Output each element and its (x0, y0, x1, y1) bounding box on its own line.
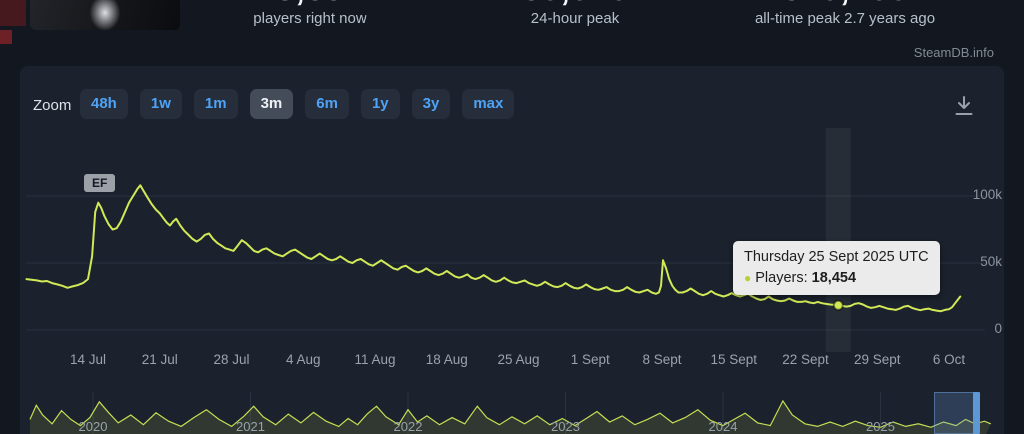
y-tick-0: 0 (994, 321, 1002, 336)
nav-year-2022: 2022 (393, 419, 423, 434)
zoom-range-1m[interactable]: 1m (193, 89, 238, 119)
game-capsule-image (30, 0, 180, 30)
navigator-selection[interactable] (934, 392, 977, 434)
players-now-value: 18,387 (253, 0, 366, 9)
zoom-label: Zoom (33, 97, 72, 114)
export-chart-button[interactable] (948, 92, 980, 122)
hover-marker (832, 299, 844, 311)
alltime-peak-value: 310,766 (755, 0, 935, 9)
hover-band (825, 128, 851, 352)
x-tick-11-Aug: 11 Aug (354, 352, 396, 367)
zoom-range-48h[interactable]: 48h (80, 89, 128, 119)
stat-alltime-peak: 310,766 all-time peak 2.7 years ago (755, 0, 935, 34)
stat-players-now: 18,387 players right now (253, 0, 366, 34)
players-now-label: players right now (253, 10, 367, 27)
zoom-range-max[interactable]: max (462, 89, 515, 119)
x-tick-29-Sept: 29 Sept (853, 352, 901, 367)
zoom-range-6m[interactable]: 6m (305, 89, 349, 119)
nav-year-2021: 2021 (236, 419, 265, 434)
x-tick-22-Sept: 22 Sept (782, 352, 829, 367)
ef-flag[interactable]: EF (84, 174, 116, 192)
zoom-range-1y[interactable]: 1y (360, 89, 400, 119)
tooltip-players-value: 18,454 (811, 270, 857, 286)
x-tick-6-Oct: 6 Oct (932, 352, 966, 367)
zoom-range-1w[interactable]: 1w (139, 89, 182, 119)
x-tick-14-Jul: 14 Jul (69, 352, 107, 367)
tooltip-series-label: Players: (755, 270, 808, 286)
x-tick-1-Sept: 1 Sept (570, 352, 610, 367)
nav-year-2023: 2023 (551, 419, 580, 434)
zoom-range-3m[interactable]: 3m (249, 89, 294, 119)
stat-24h-peak: 35,576 24-hour peak (522, 0, 629, 34)
steamdb-credits-link[interactable]: SteamDB.info (913, 45, 994, 60)
tooltip-date: Thursday 25 Sept 2025 UTC (744, 249, 929, 265)
alltime-peak-label: all-time peak 2.7 years ago (754, 10, 936, 27)
download-icon (955, 95, 973, 115)
y-tick-50k: 50k (980, 254, 1002, 269)
x-tick-15-Sept: 15 Sept (710, 352, 758, 367)
x-tick-4-Aug: 4 Aug (285, 352, 321, 367)
x-tick-18-Aug: 18 Aug (425, 352, 468, 367)
top-left-partial-tile (0, 0, 26, 26)
navigator-right-handle[interactable] (973, 392, 980, 434)
series-dot-icon: ● (744, 271, 752, 285)
zoom-range-3y[interactable]: 3y (411, 89, 451, 119)
nav-year-2020: 2020 (78, 419, 108, 434)
chart-tooltip: Thursday 25 Sept 2025 UTC ● Players: 18,4… (733, 241, 940, 295)
tooltip-players-row: ● Players: 18,454 (744, 270, 929, 286)
zoom-range-group: 48h 1w 1m 3m 6m 1y 3y max (80, 89, 515, 119)
peak-24h-value: 35,576 (522, 0, 629, 9)
left-edge-partial-tile (0, 30, 12, 44)
nav-year-2024: 2024 (708, 419, 738, 434)
x-tick-21-Jul: 21 Jul (141, 352, 178, 367)
x-tick-25-Aug: 25 Aug (497, 352, 540, 367)
x-tick-8-Sept: 8 Sept (642, 352, 682, 367)
y-tick-100k: 100k (972, 187, 1002, 202)
peak-24h-label: 24-hour peak (530, 10, 620, 27)
x-tick-28-Jul: 28 Jul (213, 352, 250, 367)
nav-year-2025: 2025 (866, 419, 895, 434)
